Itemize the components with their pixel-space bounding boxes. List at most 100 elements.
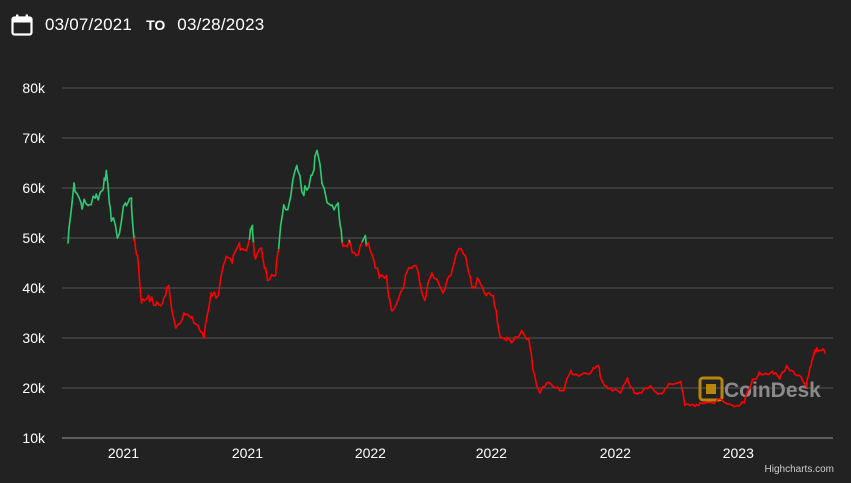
price-segment xyxy=(68,211,72,229)
price-segment xyxy=(231,254,235,264)
price-segment xyxy=(453,253,457,264)
price-segment xyxy=(208,292,212,308)
date-range-selector[interactable]: 03/07/2021 TO 03/28/2023 xyxy=(11,12,264,38)
price-segment xyxy=(308,174,312,188)
credit-link[interactable]: Highcharts.com xyxy=(765,464,834,475)
price-segment xyxy=(264,266,269,282)
price-segment xyxy=(217,288,220,297)
price-segment xyxy=(106,178,110,191)
price-segment xyxy=(173,318,177,329)
price-segment xyxy=(460,247,464,255)
price-segment xyxy=(465,257,469,272)
price-segment xyxy=(530,355,534,370)
price-segment xyxy=(451,262,455,271)
price-segment xyxy=(534,379,538,387)
price-segment xyxy=(131,221,135,235)
price-segment xyxy=(395,297,400,305)
price-segment xyxy=(275,247,280,261)
price-segment xyxy=(313,155,316,171)
price-segment xyxy=(402,273,407,289)
end-date[interactable]: 03/28/2023 xyxy=(177,15,265,34)
price-segment xyxy=(399,286,405,294)
price-segment xyxy=(324,191,328,204)
price-segment xyxy=(474,277,479,289)
price-segment xyxy=(414,264,419,272)
price-segment xyxy=(372,257,377,270)
price-segment xyxy=(369,250,374,257)
price-segment xyxy=(130,205,134,223)
price-segment xyxy=(90,195,94,206)
price-segment xyxy=(252,242,256,257)
y-tick-label: 30k xyxy=(22,330,46,346)
price-segment xyxy=(431,272,435,279)
price-segment xyxy=(385,274,389,287)
price-segment xyxy=(203,326,206,339)
x-tick-label: 2022 xyxy=(355,445,386,461)
price-segment xyxy=(268,273,273,281)
price-segment xyxy=(631,387,636,394)
price-segment xyxy=(222,259,227,267)
price-segment xyxy=(181,312,185,322)
price-segment xyxy=(191,315,195,324)
price-segment xyxy=(220,264,225,277)
price-segment xyxy=(527,337,531,346)
y-axis-labels: 10k 20k 30k 40k 50k 60k 70k 80k xyxy=(22,80,46,446)
price-segment xyxy=(260,247,264,258)
start-date[interactable]: 03/07/2021 xyxy=(45,15,133,34)
price-segment xyxy=(274,259,278,277)
price-segment xyxy=(397,291,402,299)
price-segment xyxy=(404,267,410,276)
price-segment xyxy=(297,169,301,177)
price-segment xyxy=(67,227,70,244)
price-segment xyxy=(496,321,501,334)
price-segment xyxy=(425,282,429,298)
price-segment xyxy=(169,294,173,311)
price-segment xyxy=(303,185,306,197)
price-segment xyxy=(73,182,76,193)
price-segment xyxy=(388,297,393,312)
price-segment xyxy=(539,386,544,393)
range-separator: TO xyxy=(146,17,166,33)
price-segment xyxy=(254,252,259,260)
price-segment xyxy=(78,197,82,204)
price-segment xyxy=(167,284,171,296)
price-segment xyxy=(171,308,175,321)
x-tick-label: 2021 xyxy=(232,445,263,461)
price-segment xyxy=(564,377,568,387)
price-segment xyxy=(743,396,747,404)
price-segment xyxy=(136,254,140,268)
calendar-icon[interactable] xyxy=(11,14,33,36)
price-segment xyxy=(299,174,303,193)
price-segment xyxy=(112,216,117,226)
price-segment xyxy=(598,366,602,378)
price-segment xyxy=(436,278,441,288)
price-segment xyxy=(279,212,284,227)
price-segment xyxy=(680,380,683,390)
y-tick-label: 10k xyxy=(22,430,46,446)
y-tick-label: 50k xyxy=(22,230,46,246)
price-segment xyxy=(620,384,625,393)
price-segment xyxy=(137,266,141,282)
price-segment xyxy=(376,267,381,279)
price-segment xyxy=(498,332,502,339)
price-segment xyxy=(118,220,123,235)
price-segment xyxy=(337,202,340,218)
coindesk-logo-icon xyxy=(698,376,724,402)
price-series[interactable] xyxy=(67,149,826,408)
price-segment xyxy=(81,198,85,210)
price-segment xyxy=(682,390,685,400)
price-segment xyxy=(386,284,390,298)
price-segment xyxy=(450,269,453,277)
price-segment xyxy=(469,275,474,289)
price-segment xyxy=(138,280,142,295)
price-segment xyxy=(133,238,137,250)
y-tick-label: 40k xyxy=(22,280,46,296)
price-segment xyxy=(340,228,343,244)
y-tick-label: 20k xyxy=(22,380,46,396)
price-segment xyxy=(528,343,533,358)
price-segment xyxy=(481,285,486,294)
price-segment xyxy=(810,359,813,368)
price-segment xyxy=(134,247,138,256)
price-segment xyxy=(161,296,165,304)
